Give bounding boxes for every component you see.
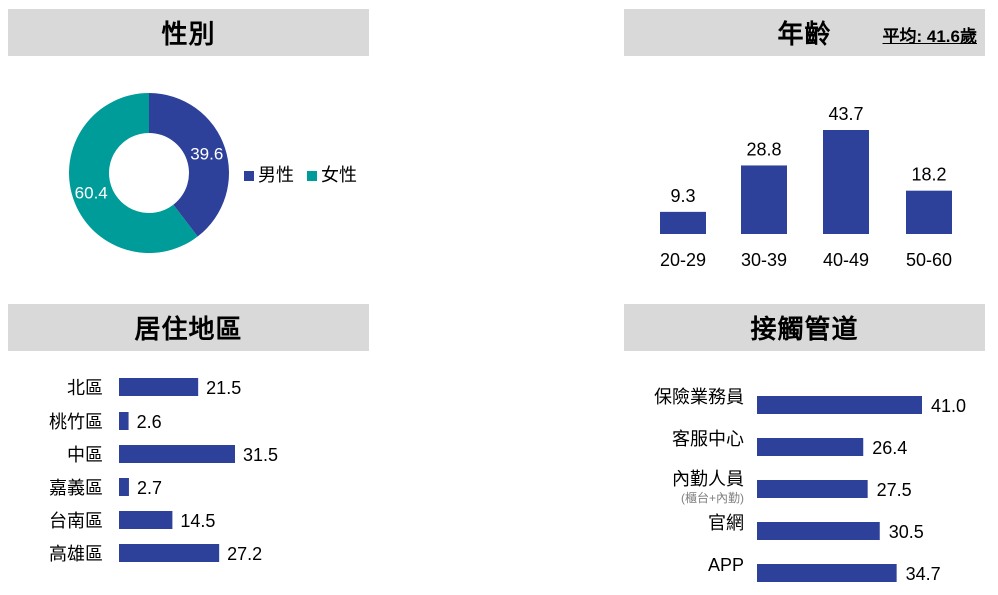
channel-bar-4	[757, 564, 897, 582]
region-bar-value-4: 14.5	[180, 511, 215, 531]
channel-bar-value-1: 26.4	[872, 438, 907, 458]
channel-category-label-4: APP	[708, 555, 744, 575]
donut-slice-label-1: 60.4	[75, 184, 108, 203]
age-category-label-3: 50-60	[906, 250, 952, 270]
channel-category-label-2: 內勤人員	[672, 469, 744, 489]
age-bar-value-1: 28.8	[746, 139, 781, 159]
channel-title: 接觸管道	[750, 314, 859, 344]
channel-bar-value-2: 27.5	[877, 480, 912, 500]
age-category-label-0: 20-29	[660, 250, 706, 270]
donut-slice-label-0: 39.6	[190, 144, 223, 163]
age-bar-value-2: 43.7	[828, 104, 863, 124]
legend-swatch-0	[244, 171, 254, 181]
region-bar-value-3: 2.7	[137, 478, 162, 498]
channel-panel-title: 接觸管道	[624, 304, 985, 351]
channel-bar-2	[757, 480, 868, 498]
donut-slice-1	[68, 93, 198, 253]
donut-slice-0	[149, 93, 229, 237]
age-bar-1	[741, 165, 787, 234]
age-bar-0	[660, 211, 706, 234]
age-title: 年齡	[777, 19, 832, 49]
legend-label-0: 男性	[258, 165, 294, 185]
region-bar-3	[119, 478, 129, 496]
region-category-label-5: 高雄區	[49, 544, 103, 564]
region-title: 居住地區	[134, 314, 243, 344]
region-category-label-2: 中區	[67, 445, 103, 465]
region-bar-4	[119, 511, 173, 529]
channel-bar-0	[757, 396, 922, 414]
age-average: 平均: 41.6歲	[882, 27, 977, 46]
region-bar-1	[119, 412, 129, 430]
channel-bar-3	[757, 522, 880, 540]
region-category-label-1: 桃竹區	[49, 412, 103, 432]
region-bar-value-0: 21.5	[206, 378, 241, 398]
age-panel-title: 年齡 平均: 41.6歲	[624, 9, 985, 56]
channel-bar-value-3: 30.5	[889, 522, 924, 542]
region-category-label-4: 台南區	[49, 511, 103, 531]
channel-category-label-1: 客服中心	[672, 429, 744, 449]
region-bar-value-5: 27.2	[227, 544, 262, 564]
gender-panel-title: 性別	[8, 9, 369, 56]
region-bar-5	[119, 544, 220, 562]
age-category-label-1: 30-39	[741, 250, 787, 270]
channel-bar-chart: 保險業務員 41.0 客服中心 26.4 內勤人員(櫃台+內勤) 27.5 官網 30.5 AP…	[654, 387, 966, 584]
region-category-label-0: 北區	[67, 378, 103, 398]
age-bar-chart: 9.3 20-29 28.8 30-39 43.7 40-49 18.2 50-60	[660, 104, 952, 270]
age-category-label-2: 40-49	[823, 250, 869, 270]
legend-swatch-1	[307, 171, 317, 181]
region-bar-2	[119, 445, 235, 463]
gender-title: 性別	[161, 19, 216, 49]
channel-category-label-3: 官網	[708, 513, 744, 533]
age-bar-value-0: 9.3	[670, 186, 695, 206]
age-bar-3	[906, 190, 952, 234]
channel-category-label-0: 保險業務員	[654, 387, 744, 407]
age-bar-value-3: 18.2	[911, 165, 946, 185]
legend-label-1: 女性	[321, 165, 357, 185]
channel-bar-1	[757, 438, 864, 456]
region-category-label-3: 嘉義區	[49, 478, 103, 498]
region-bar-chart: 北區 21.5 桃竹區 2.6 中區 31.5 嘉義區 2.7 台南區 14.5 高雄區 27.2	[49, 378, 278, 564]
region-bar-0	[119, 378, 199, 396]
channel-bar-value-4: 34.7	[906, 564, 941, 584]
region-bar-value-2: 31.5	[243, 445, 278, 465]
gender-donut-chart: 39.6 60.4 男性 女性	[68, 93, 357, 253]
region-panel-title: 居住地區	[8, 304, 369, 351]
channel-bar-value-0: 41.0	[931, 396, 966, 416]
region-bar-value-1: 2.6	[137, 412, 162, 432]
channel-category-sublabel-2: (櫃台+內勤)	[681, 490, 744, 505]
age-bar-2	[823, 130, 869, 234]
